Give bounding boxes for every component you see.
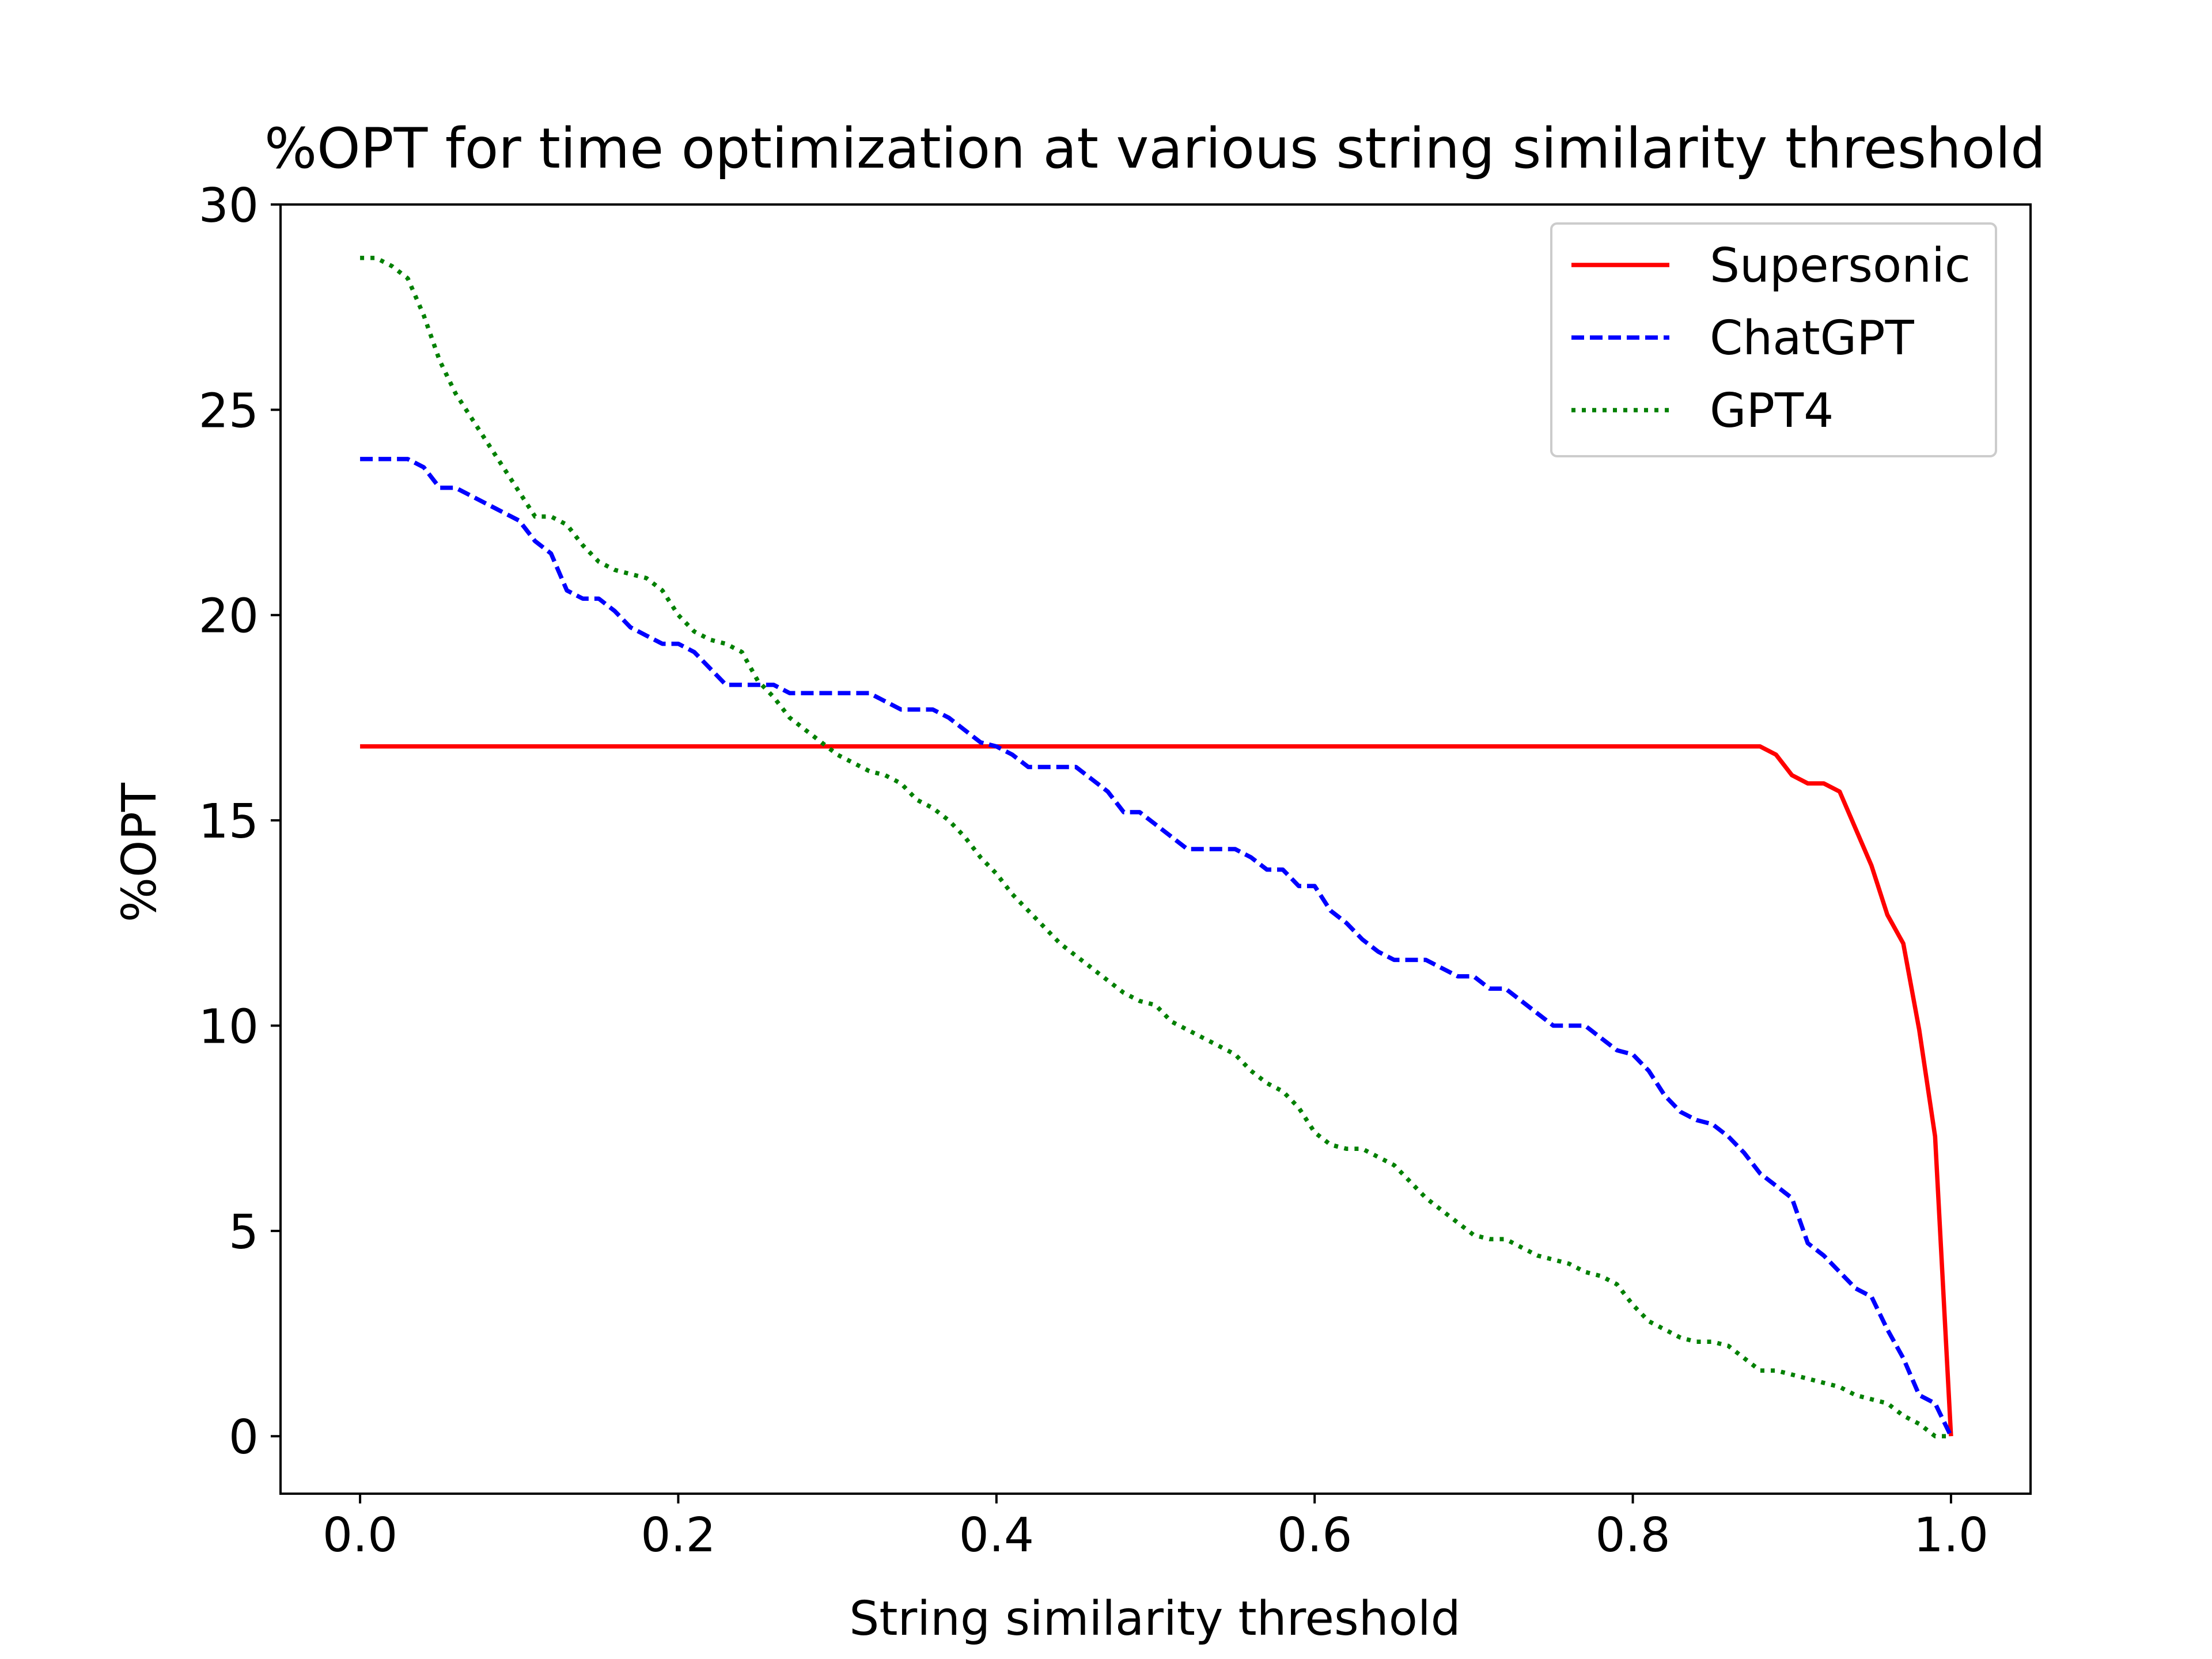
y-axis-label: %OPT <box>112 782 167 922</box>
series-line-supersonic <box>360 744 1953 1437</box>
x-tick-label: 0.6 <box>1277 1508 1352 1563</box>
legend-label-gpt4: GPT4 <box>1710 384 1834 438</box>
y-tick-label: 25 <box>199 384 259 438</box>
series-line-chatgpt <box>360 457 1953 1437</box>
legend: Supersonic ChatGPT GPT4 <box>1550 222 1997 457</box>
x-axis-label: String similarity threshold <box>849 1592 1460 1646</box>
legend-label-supersonic: Supersonic <box>1710 238 1971 293</box>
y-tick-label: 30 <box>199 179 259 233</box>
axis-ticks: 0.0 0.2 0.4 0.6 0.8 1.0 0 5 10 15 20 25 30 <box>199 179 1988 1563</box>
chart-title: %OPT for time optimization at various st… <box>264 116 2046 181</box>
y-tick-label: 15 <box>199 794 259 849</box>
y-tick-label: 0 <box>229 1410 259 1465</box>
plot-frame <box>279 203 2032 1495</box>
x-tick-label: 0.0 <box>323 1508 397 1563</box>
series-line-gpt4 <box>360 255 1951 1438</box>
x-tick-label: 0.4 <box>959 1508 1034 1563</box>
y-tick-label: 5 <box>229 1205 259 1260</box>
x-tick-label: 0.8 <box>1595 1508 1670 1563</box>
x-tick-label: 0.2 <box>641 1508 715 1563</box>
y-tick-label: 20 <box>199 589 259 644</box>
x-tick-label: 1.0 <box>1914 1508 1988 1563</box>
legend-label-chatgpt: ChatGPT <box>1710 311 1915 366</box>
series-lines <box>360 255 1953 1438</box>
legend-frame <box>1550 222 1997 457</box>
y-tick-label: 10 <box>199 999 259 1054</box>
